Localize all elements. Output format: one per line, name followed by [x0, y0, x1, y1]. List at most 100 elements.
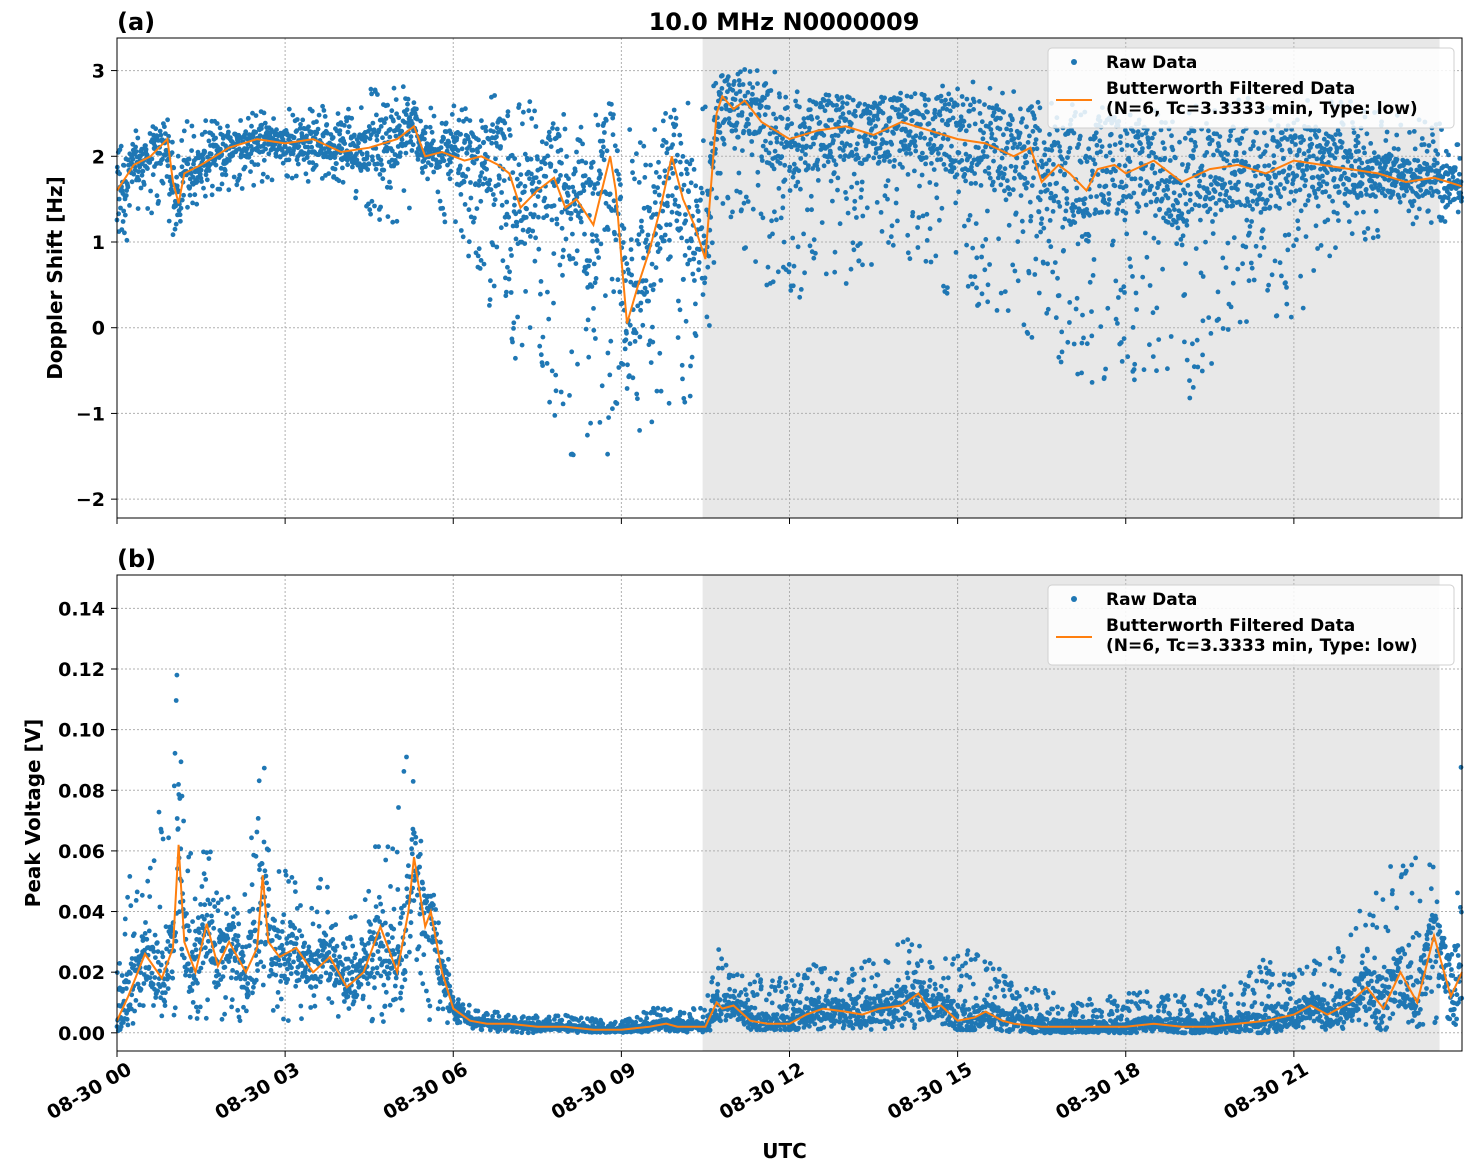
raw-data-point	[503, 275, 508, 281]
raw-data-point	[1186, 209, 1191, 215]
raw-data-point	[1150, 310, 1156, 316]
raw-data-point	[605, 451, 610, 457]
raw-data-point	[889, 141, 895, 147]
raw-data-point	[949, 143, 954, 149]
raw-data-point	[1384, 129, 1390, 135]
raw-data-point	[1118, 340, 1124, 345]
raw-data-point	[674, 185, 679, 191]
raw-data-point	[1233, 150, 1239, 155]
raw-data-point	[591, 327, 597, 333]
raw-data-point	[1284, 285, 1289, 290]
raw-data-point	[759, 158, 765, 163]
raw-data-point	[231, 174, 237, 180]
raw-data-point	[163, 147, 169, 153]
raw-data-point	[516, 102, 522, 108]
raw-data-point	[704, 314, 710, 320]
raw-data-point	[1026, 270, 1032, 276]
raw-data-point	[292, 925, 298, 931]
raw-data-point	[695, 209, 701, 215]
raw-data-point	[811, 141, 816, 147]
raw-data-point	[325, 909, 331, 915]
raw-data-point	[1198, 167, 1204, 173]
raw-data-point	[566, 176, 571, 182]
raw-data-point	[754, 68, 760, 73]
raw-data-point	[187, 973, 193, 979]
raw-data-point	[1198, 217, 1203, 223]
raw-data-point	[1317, 149, 1323, 155]
raw-data-point	[192, 896, 198, 902]
raw-data-point	[178, 759, 184, 765]
raw-data-point	[953, 200, 959, 206]
raw-data-point	[1242, 203, 1248, 209]
raw-data-point	[185, 868, 191, 874]
raw-data-point	[482, 176, 488, 182]
raw-data-point	[595, 181, 601, 186]
raw-data-point	[635, 303, 641, 309]
raw-data-point	[1007, 191, 1013, 197]
raw-data-point	[1266, 282, 1271, 288]
raw-data-point	[234, 938, 240, 944]
raw-data-point	[919, 172, 925, 178]
raw-data-point	[689, 354, 695, 360]
raw-data-point	[216, 982, 221, 988]
raw-data-point	[1011, 136, 1017, 142]
raw-data-point	[209, 192, 215, 198]
raw-data-point	[1316, 128, 1322, 134]
raw-data-point	[133, 144, 139, 150]
raw-data-point	[446, 139, 452, 145]
raw-data-point	[1131, 367, 1137, 372]
raw-data-point	[391, 118, 396, 124]
raw-data-point	[251, 919, 257, 925]
raw-data-point	[289, 965, 294, 971]
raw-data-point	[584, 271, 590, 277]
raw-data-point	[122, 212, 128, 218]
raw-data-point	[1094, 194, 1099, 199]
raw-data-point	[801, 231, 806, 237]
raw-data-point	[502, 135, 507, 141]
raw-data-point	[1446, 152, 1451, 158]
raw-data-point	[277, 154, 283, 160]
raw-data-point	[148, 188, 154, 194]
raw-data-point	[488, 187, 494, 193]
raw-data-point	[389, 108, 395, 114]
raw-data-point	[1407, 130, 1412, 135]
raw-data-point	[1042, 152, 1048, 158]
raw-data-point	[258, 939, 264, 945]
raw-data-point	[119, 973, 125, 978]
raw-data-point	[1137, 183, 1143, 188]
raw-data-point	[318, 979, 323, 985]
raw-data-point	[835, 175, 841, 181]
raw-data-point	[525, 157, 530, 163]
raw-data-point	[536, 214, 541, 220]
raw-data-point	[1086, 233, 1092, 239]
raw-data-point	[262, 141, 267, 147]
raw-data-point	[971, 99, 977, 105]
raw-data-point	[1129, 143, 1135, 149]
raw-data-point	[599, 383, 605, 389]
raw-data-point	[253, 113, 259, 118]
raw-data-point	[511, 326, 516, 331]
raw-data-point	[1301, 151, 1307, 157]
raw-data-point	[1286, 201, 1292, 207]
raw-data-point	[246, 943, 252, 949]
raw-data-point	[990, 105, 995, 111]
raw-data-point	[918, 122, 923, 127]
raw-data-point	[1178, 237, 1184, 242]
raw-data-point	[448, 159, 453, 165]
raw-data-point	[828, 150, 833, 156]
raw-data-point	[854, 215, 859, 220]
raw-data-point	[1044, 206, 1050, 212]
raw-data-point	[1191, 364, 1197, 370]
raw-data-point	[131, 931, 137, 937]
raw-data-point	[887, 152, 892, 158]
raw-data-point	[166, 218, 172, 224]
raw-data-point	[1197, 183, 1202, 189]
raw-data-point	[728, 214, 734, 220]
raw-data-point	[988, 120, 993, 126]
raw-data-point	[266, 151, 272, 157]
raw-data-point	[224, 911, 229, 916]
raw-data-point	[1246, 278, 1252, 284]
raw-data-point	[747, 81, 753, 86]
raw-data-point	[663, 111, 668, 116]
raw-data-point	[612, 231, 617, 237]
